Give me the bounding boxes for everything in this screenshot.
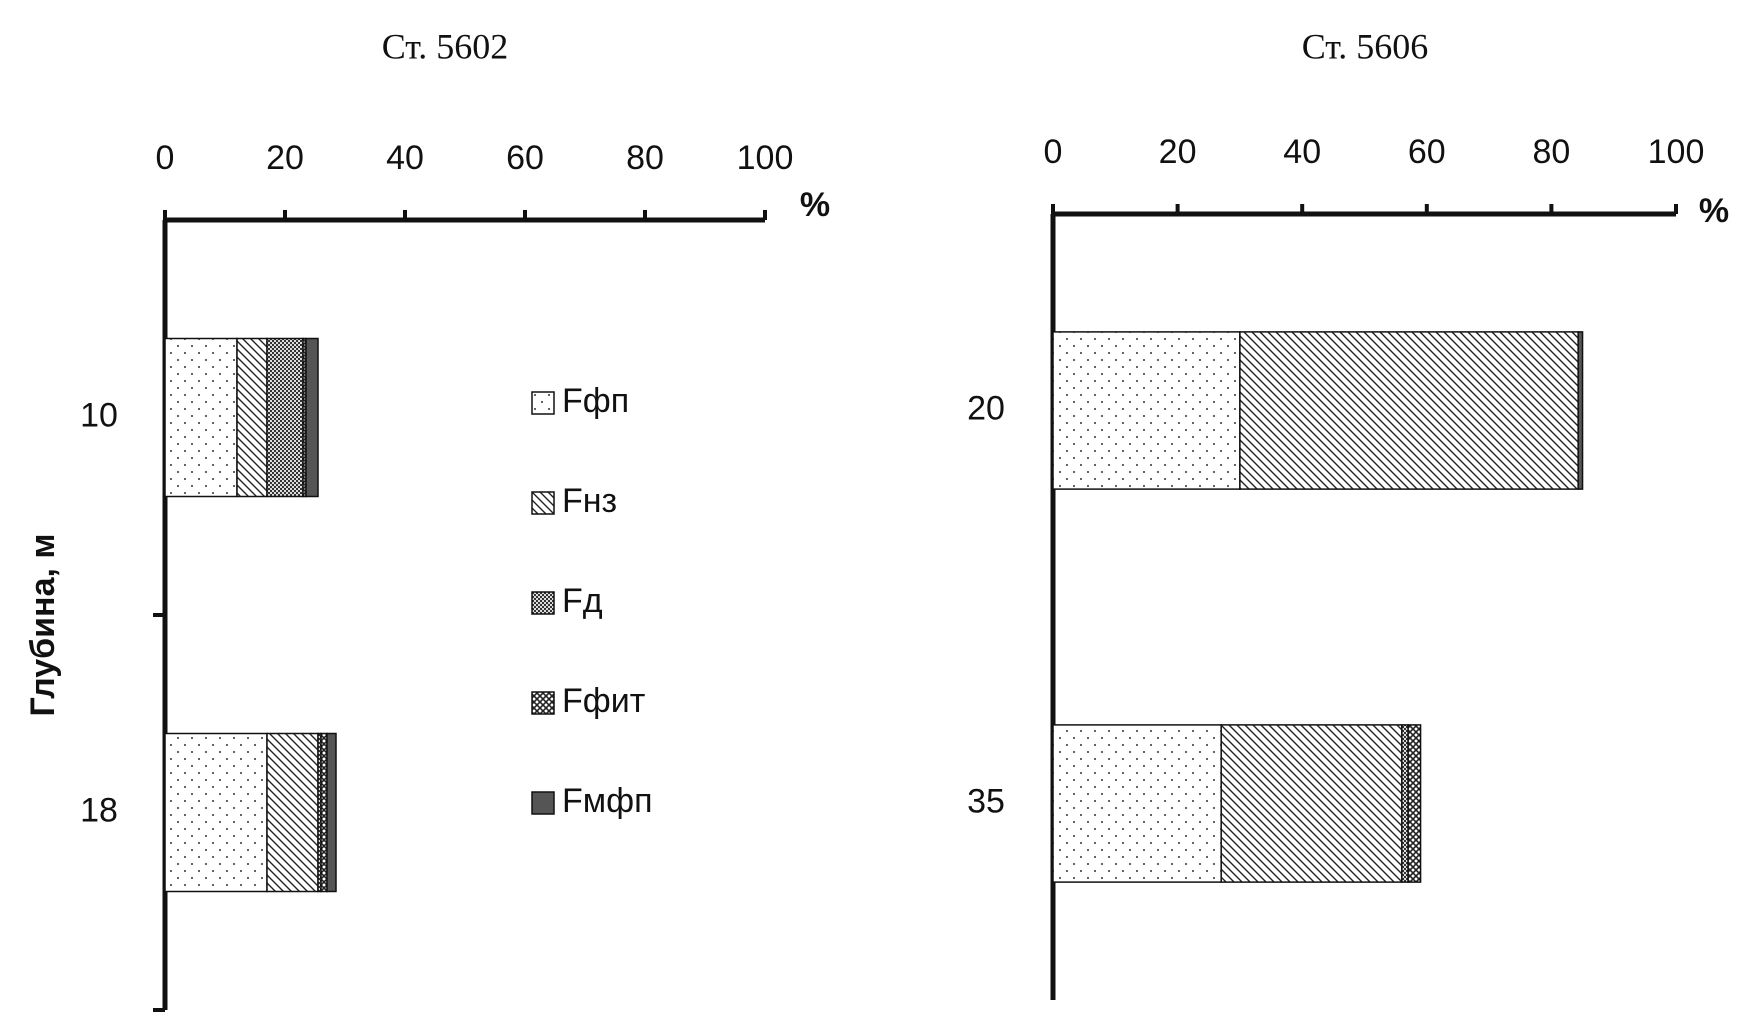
- bar-segment: [266, 732, 319, 893]
- y-tick-label: 20: [967, 389, 1005, 427]
- legend-label: Fмфп: [562, 782, 653, 820]
- bar-segment: [164, 732, 268, 893]
- bar-segment: [1052, 331, 1241, 490]
- legend-swatch: [531, 491, 555, 515]
- bar-segment: [1052, 724, 1222, 883]
- bar-segment: [1220, 724, 1403, 883]
- legend-swatch: [531, 791, 555, 815]
- x-tick-label: 60: [1408, 133, 1446, 171]
- bar-segment: [326, 732, 337, 893]
- x-unit: %: [800, 186, 830, 224]
- bar-segment: [1401, 724, 1409, 883]
- x-unit: %: [1699, 192, 1729, 230]
- x-tick-label: 20: [1159, 133, 1197, 171]
- bar-segment: [1577, 331, 1584, 490]
- x-tick-label: 40: [1283, 133, 1321, 171]
- chart: Ст. 5602 0 20 40 60 80 100% Глубина, м 10 18 Fфп Fн…: [24, 26, 830, 1012]
- chart-title: Ст. 5602: [382, 26, 509, 66]
- chart: Ст. 5606 0 20 40 60 80 100% 20 35: [967, 26, 1729, 1000]
- legend-swatch: [531, 391, 555, 415]
- legend-label: Fфит: [562, 682, 645, 720]
- bar-segment: [266, 337, 304, 498]
- x-tick-label: 0: [1044, 133, 1063, 171]
- y-tick-label: 18: [80, 791, 118, 829]
- bar-segment: [236, 337, 268, 498]
- legend-label: Fнз: [562, 482, 617, 520]
- y-axis-label: Глубина, м: [24, 533, 62, 716]
- legend-label: Fфп: [562, 382, 629, 420]
- x-tick-label: 60: [506, 139, 544, 177]
- y-tick-label: 10: [80, 396, 118, 434]
- y-tick-label: 35: [967, 782, 1005, 820]
- x-tick-label: 0: [156, 139, 175, 177]
- bar-segment: [305, 337, 319, 498]
- x-tick-label: 80: [1532, 133, 1570, 171]
- bar-segment: [164, 337, 238, 498]
- x-tick-label: 20: [266, 139, 304, 177]
- legend-label: Fд: [562, 582, 603, 620]
- legend-swatch: [531, 591, 555, 615]
- x-tick-label: 100: [737, 139, 794, 177]
- bar-segment: [1407, 724, 1422, 883]
- x-tick-label: 40: [386, 139, 424, 177]
- x-tick-label: 80: [626, 139, 664, 177]
- legend-swatch: [531, 691, 555, 715]
- x-tick-label: 100: [1648, 133, 1705, 171]
- chart-title: Ст. 5606: [1302, 26, 1429, 66]
- bar-segment: [320, 732, 328, 893]
- bar-segment: [1239, 331, 1579, 490]
